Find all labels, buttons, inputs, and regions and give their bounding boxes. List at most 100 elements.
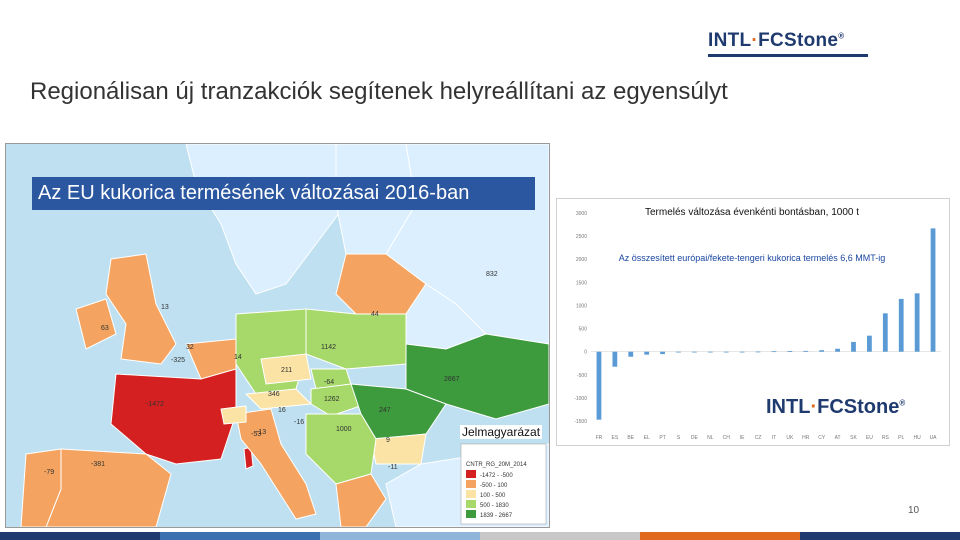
logo-separator: · [751, 30, 759, 51]
company-logo: INTL·FCStone® [708, 30, 844, 52]
legend-swatch [466, 480, 476, 488]
footer-color-segment [160, 532, 320, 540]
map-label: -1472 [146, 401, 164, 408]
map-region-balkans [305, 413, 377, 485]
map-label: -325 [171, 357, 185, 364]
y-tick-label: 1500 [576, 280, 587, 286]
map-region-hungary [310, 383, 367, 417]
bar-pl [898, 298, 904, 352]
map-region-greece [335, 473, 387, 527]
map-label: 1000 [336, 426, 352, 433]
map-label: -11 [388, 464, 398, 471]
chart-logo-separator: · [810, 396, 818, 418]
bar-pt [660, 351, 665, 355]
map-label: 346 [268, 391, 280, 398]
logo-text-fcstone: FCStone [758, 30, 839, 51]
x-tick-label: PL [898, 435, 904, 441]
bar-hu [914, 293, 920, 352]
map-label: -381 [91, 461, 105, 468]
bar-el [644, 351, 650, 355]
map-region-bulgaria [370, 433, 427, 465]
legend-field-name: CNTR_RG_20M_2014 [466, 462, 527, 468]
legend-swatch [466, 470, 476, 478]
map-region-italy [235, 408, 317, 520]
x-tick-label: CH [723, 435, 731, 441]
map-label: 32 [186, 344, 194, 351]
map-region-spain [45, 448, 172, 527]
bar-ie [739, 351, 745, 353]
map-label: 1142 [321, 344, 336, 351]
x-tick-label: UK [786, 435, 794, 441]
x-tick-label: PT [659, 435, 665, 441]
legend-label: -1472 - -500 [480, 473, 513, 479]
chart-annotation: Az összesített európai/fekete-tengeri ku… [618, 253, 886, 263]
map-label: 16 [278, 407, 286, 414]
bar-uk [787, 351, 793, 352]
bar-nl [707, 351, 713, 353]
y-tick-label: -1500 [574, 419, 587, 425]
x-tick-label: IT [772, 435, 776, 441]
x-tick-label: CY [818, 435, 826, 441]
map-label: 63 [101, 325, 109, 332]
legend-label: -500 - 100 [480, 483, 508, 489]
map-label: 832 [486, 271, 498, 278]
map-label: 2667 [444, 376, 460, 383]
map-label: -64 [324, 379, 334, 386]
bar-sk [851, 341, 856, 352]
footer-color-segment [640, 532, 800, 540]
bar-s [676, 351, 681, 353]
chart-title: Termelés változása évenkénti bontásban, … [644, 207, 860, 218]
legend-label: 1839 - 2667 [480, 513, 513, 519]
x-tick-label: HU [914, 435, 922, 441]
map-label: -16 [294, 419, 304, 426]
logo-underline [708, 54, 868, 57]
map-label: 9 [386, 437, 390, 444]
map-label: -13 [256, 429, 266, 436]
map-region-scandinavia [185, 144, 347, 295]
chart-logo-fcstone: FCStone [817, 396, 900, 418]
chart-logo-registered-mark: ® [899, 398, 906, 408]
bar-hr [803, 350, 809, 352]
legend-swatch [466, 510, 476, 518]
chart-watermark-logo: INTL·FCStone® [766, 396, 905, 419]
bar-at [835, 348, 840, 352]
y-tick-label: 2500 [576, 234, 587, 240]
y-tick-label: 2000 [576, 257, 587, 263]
footer-color-bar [0, 532, 960, 540]
y-tick-label: -500 [577, 373, 587, 379]
x-tick-label: FR [596, 435, 603, 441]
y-tick-label: 500 [579, 327, 588, 333]
legend-label: 100 - 500 [480, 493, 506, 499]
x-tick-label: RS [882, 435, 890, 441]
map-region-czechia [260, 353, 312, 385]
y-tick-label: 0 [584, 350, 587, 356]
footer-color-segment [320, 532, 480, 540]
map-region-switzerland [220, 405, 247, 425]
legend-label: 500 - 1830 [480, 503, 509, 509]
x-tick-label: AT [835, 435, 841, 441]
bar-ua [930, 228, 936, 352]
map-label: 247 [379, 407, 391, 414]
bar-be [628, 351, 634, 357]
bar-ch [723, 351, 729, 353]
legend-swatch [466, 500, 476, 508]
map-region-uk [105, 253, 177, 365]
x-tick-label: SK [850, 435, 857, 441]
x-tick-label: EL [644, 435, 650, 441]
footer-color-segment [800, 532, 960, 540]
bar-fr [596, 351, 602, 420]
map-label: 1262 [324, 396, 340, 403]
bar-de [692, 351, 697, 353]
map-region-portugal [20, 448, 62, 527]
page-number: 10 [908, 505, 920, 516]
map-label: 211 [281, 367, 292, 374]
map-region-ireland [75, 298, 117, 350]
production-change-chart: -1500 -1000 -500 0 500 1000 1500 2000 2500 3000 FR… [556, 198, 950, 446]
footer-color-segment [480, 532, 640, 540]
y-tick-label: 1000 [576, 303, 587, 309]
bar-es [612, 351, 618, 367]
slide-title: Regionálisan új tranzakciók segítenek he… [30, 78, 728, 105]
x-tick-label: UA [930, 435, 938, 441]
map-label: 13 [161, 304, 169, 311]
x-tick-label: S [677, 435, 681, 441]
